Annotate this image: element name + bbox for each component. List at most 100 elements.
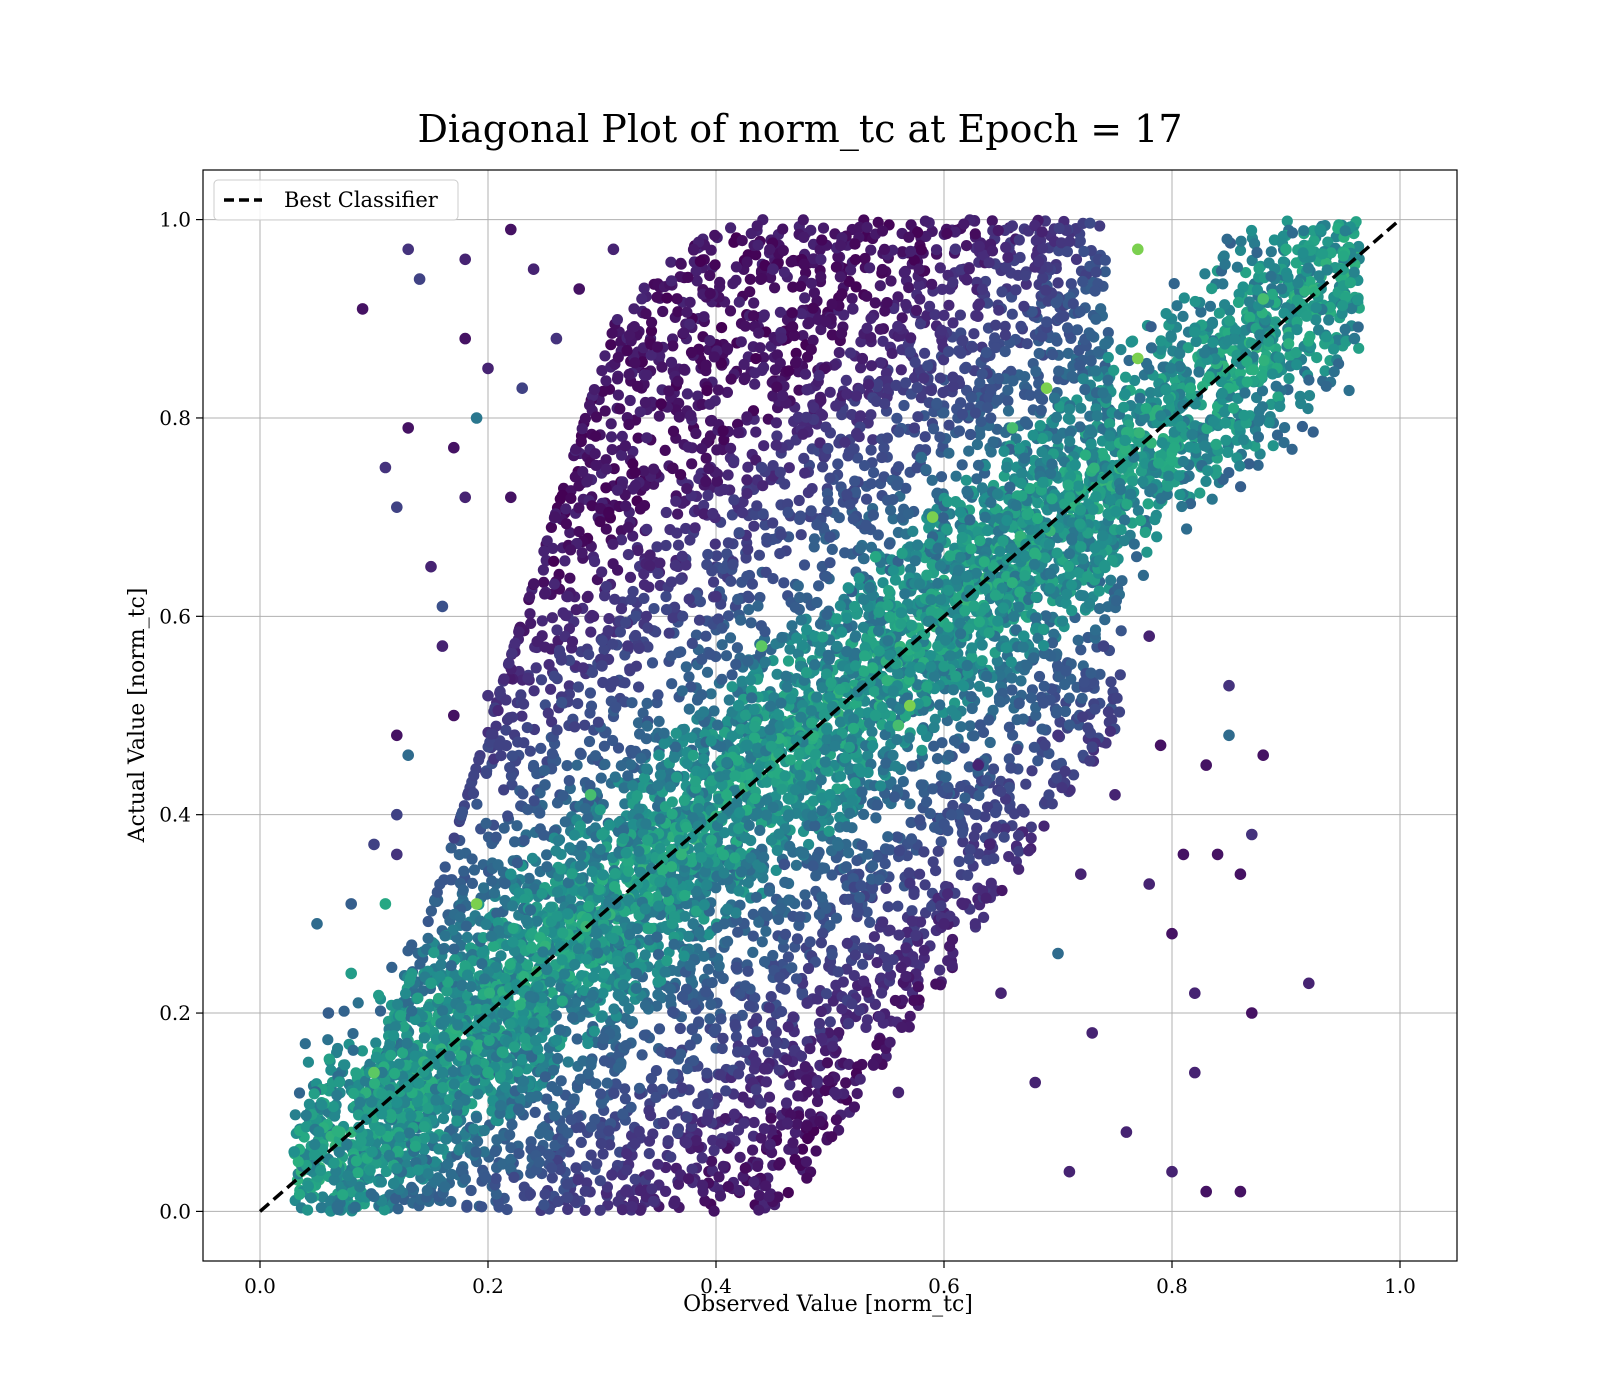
scatter-cloud-point	[1015, 675, 1027, 687]
scatter-cloud-point	[704, 1013, 716, 1025]
scatter-cloud-point	[840, 374, 852, 386]
scatter-cloud-point	[596, 635, 608, 647]
scatter-cloud-point	[976, 639, 988, 651]
scatter-cloud-point	[865, 244, 877, 256]
scatter-cloud-point	[1013, 863, 1025, 875]
scatter-cloud-point	[702, 489, 714, 501]
scatter-cloud-point	[799, 889, 811, 901]
scatter-cloud-point	[1115, 344, 1127, 356]
scatter-cloud-point	[782, 951, 795, 963]
scatter-cloud-point	[563, 680, 575, 692]
scatter-cloud-point	[665, 256, 677, 268]
scatter-cloud-point	[620, 1185, 632, 1198]
scatter-cloud-point	[561, 1178, 574, 1190]
scatter-cloud-point	[718, 483, 730, 496]
scatter-cloud-point	[589, 555, 601, 568]
scatter-cloud-point	[692, 390, 704, 402]
scatter-cloud-point	[535, 742, 547, 755]
scatter-cloud-point	[985, 412, 997, 424]
scatter-cloud-point	[645, 325, 658, 337]
scatter-cloud-point	[461, 1201, 473, 1213]
scatter-cloud-point	[872, 529, 884, 541]
scatter-cloud-point	[611, 373, 624, 385]
scatter-cloud-point	[709, 229, 721, 241]
scatter-cloud-point	[600, 454, 612, 466]
scatter-cloud-point	[782, 1187, 794, 1199]
scatter-cloud-point	[646, 657, 659, 669]
scatter-cloud-point	[786, 962, 798, 974]
scatter-cloud-point	[1311, 352, 1323, 364]
scatter-cloud-point	[581, 1177, 593, 1189]
scatter-cloud-point	[686, 1163, 698, 1175]
scatter-cloud-point	[745, 617, 757, 629]
scatter-cloud-point	[606, 444, 618, 456]
scatter-cloud-point	[1054, 716, 1066, 728]
scatter-cloud-point	[711, 922, 723, 934]
scatter-cloud-point	[797, 214, 809, 226]
scatter-cloud-point	[964, 428, 977, 441]
scatter-cloud-point	[555, 654, 568, 666]
scatter-cloud-point	[1037, 272, 1049, 284]
scatter-cloud-point	[927, 783, 939, 795]
scatter-cloud-point	[677, 610, 689, 622]
scatter-cloud-point	[800, 898, 813, 910]
scatter-cloud-point	[352, 997, 364, 1009]
scatter-cloud-point	[495, 750, 507, 762]
scatter-cloud-point	[714, 276, 726, 288]
scatter-cloud-point	[648, 603, 660, 615]
scatter-cloud-point	[716, 1042, 728, 1055]
scatter-cloud-point	[683, 930, 695, 943]
scatter-cloud-point	[563, 654, 576, 667]
scatter-cloud-point	[919, 879, 931, 891]
scatter-cloud-point	[705, 998, 717, 1011]
scatter-cloud-point	[616, 430, 628, 442]
scatter-cloud-point	[564, 842, 576, 854]
scatter-cloud-point	[982, 686, 994, 698]
scatter-cloud-point	[793, 384, 805, 396]
scatter-cloud-point	[374, 1005, 387, 1017]
scatter-cloud-point	[800, 1156, 813, 1168]
scatter-cloud-point	[683, 671, 695, 683]
scatter-cloud-point	[471, 798, 483, 810]
scatter-cloud-point	[1019, 270, 1031, 282]
scatter-cloud-point	[858, 808, 870, 821]
scatter-cloud-point	[638, 1029, 651, 1041]
scatter-cloud-point	[722, 469, 734, 481]
scatter-cloud-point	[886, 347, 898, 359]
scatter-cloud-point	[753, 549, 766, 561]
scatter-cloud-point	[934, 262, 946, 274]
scatter-cloud-point	[1094, 220, 1106, 232]
scatter-cloud-point	[832, 458, 844, 470]
scatter-cloud-point	[511, 820, 523, 832]
scatter-cloud-point	[1294, 390, 1306, 402]
scatter-cloud-point	[861, 493, 873, 505]
scatter-cloud-point	[903, 867, 915, 879]
scatter-cloud-point	[1114, 669, 1126, 681]
scatter-cloud-point	[1113, 706, 1126, 718]
scatter-cloud-point	[1078, 245, 1090, 258]
scatter-cloud-point	[535, 674, 548, 686]
scatter-cloud-point	[826, 543, 838, 556]
scatter-cloud-point	[855, 362, 867, 374]
scatter-cloud-point	[971, 473, 983, 485]
scatter-cloud-point	[1040, 610, 1052, 622]
scatter-cloud-point	[665, 356, 678, 368]
scatter-cloud-point	[848, 970, 860, 982]
scatter-cloud-point	[1279, 422, 1291, 434]
scatter-cloud-point	[712, 384, 725, 396]
scatter-cloud-point	[979, 811, 991, 823]
scatter-cloud-point	[767, 517, 779, 529]
scatter-cloud-point	[559, 555, 571, 567]
scatter-cloud-point	[652, 989, 664, 1001]
scatter-cloud-point	[653, 715, 665, 728]
scatter-cloud-point	[1145, 321, 1157, 333]
point-cloud	[289, 214, 1365, 1217]
scatter-cloud-point	[302, 1204, 314, 1216]
scatter-cloud-point	[546, 612, 559, 624]
scatter-cloud-point	[730, 274, 742, 286]
scatter-cloud-point	[733, 296, 745, 308]
scatter-cloud-point	[867, 434, 879, 446]
scatter-cloud-point	[700, 630, 712, 642]
scatter-cloud-point	[672, 1178, 685, 1190]
scatter-cloud-point	[580, 1160, 592, 1172]
